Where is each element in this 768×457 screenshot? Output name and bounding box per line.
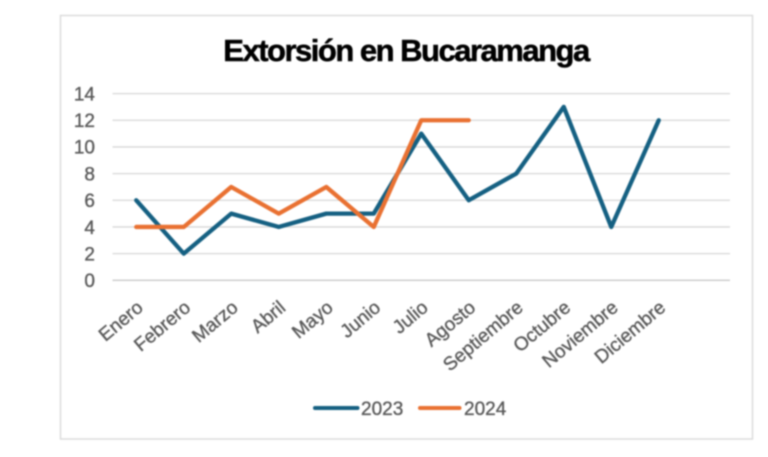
svg-text:2023: 2023 bbox=[361, 399, 403, 420]
svg-text:6: 6 bbox=[84, 191, 95, 212]
svg-text:Extorsión en Bucaramanga: Extorsión en Bucaramanga bbox=[223, 33, 591, 68]
svg-text:8: 8 bbox=[84, 164, 95, 185]
svg-text:4: 4 bbox=[84, 218, 95, 239]
svg-text:10: 10 bbox=[74, 138, 95, 159]
svg-text:12: 12 bbox=[74, 111, 95, 132]
svg-text:0: 0 bbox=[84, 271, 95, 292]
svg-text:2: 2 bbox=[84, 244, 95, 265]
svg-text:2024: 2024 bbox=[464, 399, 507, 420]
svg-text:14: 14 bbox=[74, 84, 96, 105]
